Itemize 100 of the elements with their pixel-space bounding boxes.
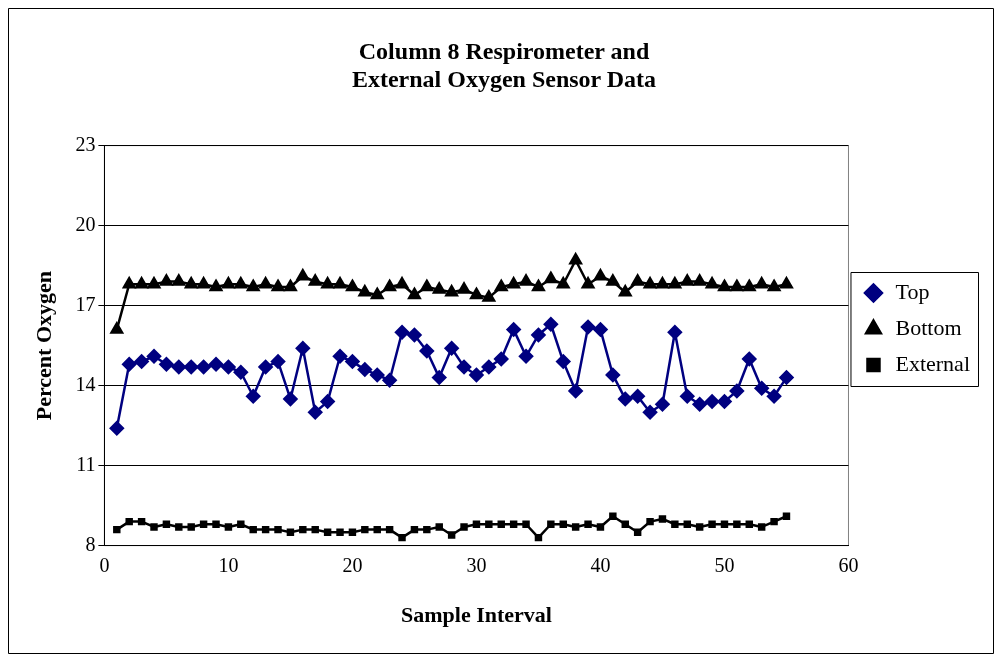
y-axis-title: Percent Oxygen: [30, 270, 56, 421]
point: [522, 520, 530, 528]
x-axis-title: Sample Interval: [400, 602, 552, 628]
point: [209, 279, 223, 292]
point: [485, 520, 493, 528]
point: [398, 533, 406, 542]
point: [680, 389, 695, 404]
point: [494, 279, 508, 292]
point: [370, 287, 384, 300]
point: [667, 325, 683, 340]
point: [705, 277, 719, 289]
point: [382, 373, 397, 388]
x-tick-label: 30: [466, 553, 487, 576]
point: [183, 359, 199, 375]
point: [121, 357, 137, 372]
point: [683, 520, 691, 528]
point: [221, 359, 236, 375]
point: [569, 253, 583, 265]
point: [224, 523, 233, 531]
point: [274, 525, 282, 534]
point: [134, 354, 149, 369]
point: [559, 520, 567, 528]
point: [708, 520, 716, 528]
point: [348, 528, 357, 536]
point: [460, 523, 468, 531]
point: [556, 354, 571, 369]
x-tick-label: 60: [838, 553, 859, 576]
point: [308, 274, 322, 286]
point: [385, 525, 394, 534]
point: [782, 512, 791, 520]
point: [779, 370, 794, 385]
x-tick-label: 40: [590, 553, 611, 576]
point: [259, 277, 273, 289]
point: [175, 523, 183, 531]
point: [245, 389, 261, 404]
point: [407, 327, 422, 343]
point: [755, 277, 769, 289]
point: [196, 359, 211, 375]
point: [125, 517, 133, 526]
point: [472, 520, 481, 528]
point: [150, 523, 158, 531]
point: [497, 520, 505, 528]
point: [271, 279, 285, 292]
point: [435, 523, 443, 531]
point: [357, 362, 373, 377]
point: [296, 269, 310, 281]
y-tick-label: 11: [76, 452, 96, 475]
point: [556, 277, 570, 289]
y-tick-label: 14: [75, 372, 96, 395]
point: [456, 359, 472, 375]
point: [283, 279, 297, 292]
point: [159, 274, 173, 286]
point: [147, 277, 161, 289]
point: [212, 520, 220, 528]
point: [693, 274, 707, 286]
point: [419, 343, 435, 359]
point: [113, 525, 121, 534]
point: [609, 512, 617, 520]
point: [307, 405, 323, 420]
point: [518, 349, 534, 364]
point: [757, 523, 766, 531]
point: [283, 391, 298, 407]
point: [543, 317, 559, 332]
point: [369, 367, 385, 383]
point: [187, 523, 195, 531]
point: [249, 525, 257, 534]
point: [221, 277, 235, 289]
point: [233, 365, 249, 380]
point: [584, 520, 592, 528]
point: [704, 394, 720, 409]
point: [321, 277, 335, 289]
y-tick-label: 8: [85, 532, 96, 555]
point: [493, 351, 509, 367]
point: [631, 274, 645, 286]
point: [469, 367, 484, 383]
point: [718, 279, 731, 292]
point: [333, 277, 347, 289]
point: [630, 389, 645, 404]
point: [568, 383, 583, 399]
point: [470, 287, 483, 300]
point: [311, 525, 319, 534]
point: [633, 528, 642, 536]
point: [720, 520, 729, 528]
point: [754, 381, 769, 396]
point: [407, 287, 421, 300]
point: [361, 525, 369, 534]
point: [299, 525, 307, 534]
point: [394, 325, 410, 340]
legend-label: External: [895, 350, 971, 376]
point: [695, 523, 704, 531]
point: [172, 274, 186, 286]
point: [457, 282, 471, 294]
point: [509, 520, 518, 528]
point: [159, 357, 174, 372]
point: [742, 279, 756, 292]
point: [680, 274, 694, 286]
point: [410, 525, 419, 534]
point: [507, 277, 521, 289]
point: [373, 525, 381, 534]
point: [246, 279, 260, 292]
